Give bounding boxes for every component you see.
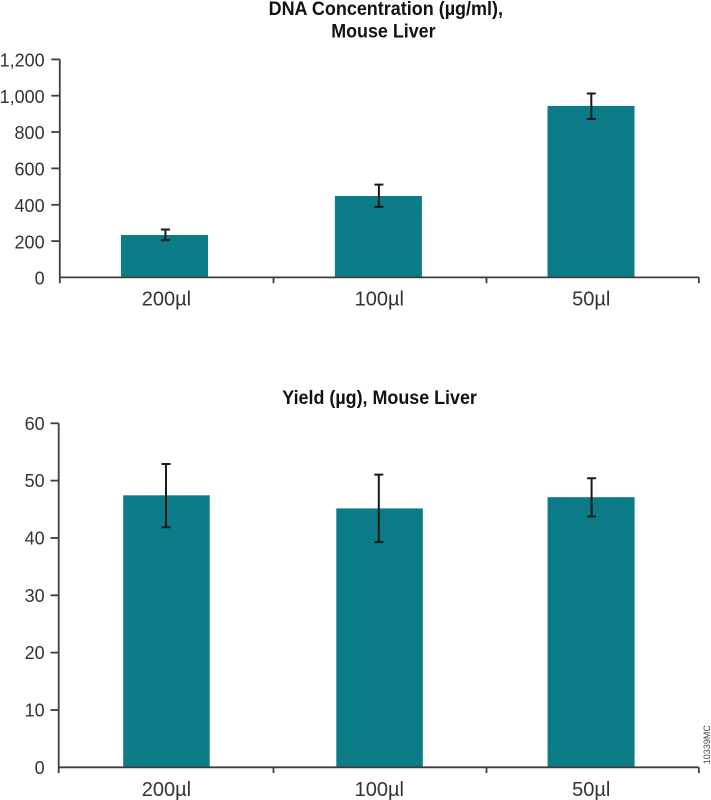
svg-text:1,000: 1,000	[0, 87, 45, 107]
svg-text:50: 50	[25, 471, 45, 491]
svg-text:1,200: 1,200	[0, 51, 45, 71]
svg-text:Yield (µg), Mouse Liver: Yield (µg), Mouse Liver	[282, 388, 477, 409]
svg-text:0: 0	[35, 269, 45, 289]
svg-text:60: 60	[25, 414, 45, 434]
svg-text:800: 800	[15, 123, 45, 143]
svg-text:10: 10	[25, 701, 45, 721]
svg-text:40: 40	[25, 529, 45, 549]
svg-text:400: 400	[15, 196, 45, 216]
svg-text:200µl: 200µl	[142, 289, 191, 311]
svg-text:Mouse Liver: Mouse Liver	[331, 21, 436, 42]
svg-text:200µl: 200µl	[142, 779, 191, 800]
svg-text:DNA Concentration (µg/ml),: DNA Concentration (µg/ml),	[269, 0, 503, 20]
svg-text:0: 0	[35, 758, 45, 778]
svg-text:200: 200	[15, 232, 45, 252]
svg-text:100µl: 100µl	[355, 779, 404, 800]
svg-text:30: 30	[25, 586, 45, 606]
svg-text:50µl: 50µl	[572, 289, 610, 311]
svg-text:50µl: 50µl	[572, 779, 610, 800]
svg-text:600: 600	[15, 160, 45, 180]
svg-text:20: 20	[25, 643, 45, 663]
svg-text:10339MC: 10339MC	[702, 725, 711, 765]
svg-text:100µl: 100µl	[355, 289, 404, 311]
